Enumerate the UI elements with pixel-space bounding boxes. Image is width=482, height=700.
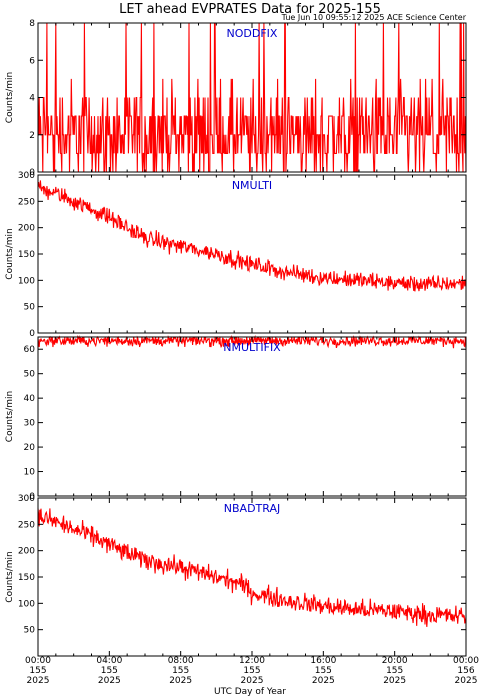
x-tick-label-year: 2025 [312, 676, 335, 686]
chart-title: LET ahead EVPRATES Data for 2025-155 [119, 2, 381, 17]
y-tick-label: 100 [18, 276, 35, 286]
x-tick-label-doy: 155 [101, 666, 118, 676]
x-tick-label-doy: 155 [172, 666, 189, 676]
panel-nmulti: 0 50 100 150 200 250 300 Counts/min NMULTI [5, 171, 467, 339]
y-tick-label: 50 [24, 303, 36, 313]
x-tick-label-year: 2025 [98, 676, 121, 686]
y-tick-label: 10 [24, 468, 36, 478]
series-line-nmulti [37, 180, 467, 292]
x-tick-label-year: 2025 [455, 676, 478, 686]
y-tick-label: 20 [24, 443, 36, 453]
chart-panels: 02468Counts/minNODDFIX050100150200250300… [5, 19, 467, 657]
panel-noddfix: 0 2 4 6 8 Counts/min NODDFIX [5, 19, 467, 178]
y-tick-label: 30 [24, 419, 36, 429]
y-tick-label: 60 [24, 345, 36, 355]
y-tick-label: 0 [29, 329, 35, 339]
panel-frame [37, 336, 467, 497]
panel-label: NMULTI [232, 179, 272, 192]
y-tick-label: 6 [29, 56, 35, 66]
panel-label: NMULTIFIX [223, 341, 281, 354]
panel-nmultifix: 0 10 20 30 40 50 60 Counts/min NMULTIFIX [5, 334, 467, 502]
y-tick-label: 200 [18, 224, 35, 234]
x-tick-label-time: 20:00 [382, 656, 408, 666]
x-tick-label-time: 08:00 [168, 656, 194, 666]
x-axis: 00:00155202504:00155202508:00155202512:0… [25, 656, 479, 686]
x-tick-label-time: 16:00 [310, 656, 336, 666]
y-axis-label: Counts/min [5, 551, 15, 602]
y-tick-label: 200 [18, 547, 35, 557]
y-tick-label: 50 [24, 370, 36, 380]
panel-frame [37, 497, 467, 657]
panel-label: NODDFIX [227, 27, 278, 40]
chart-timestamp: Tue Jun 10 09:55:12 2025 ACE Science Cen… [281, 13, 467, 22]
y-tick-label: 8 [29, 19, 35, 29]
y-tick-label: 150 [18, 250, 35, 260]
x-tick-label-time: 04:00 [96, 656, 122, 666]
y-tick-label: 0 [29, 168, 35, 178]
series-line-nbadtraj [37, 508, 467, 627]
x-tick-label-doy: 155 [29, 666, 46, 676]
x-tick-label-doy: 155 [386, 666, 403, 676]
x-tick-label-doy: 155 [315, 666, 332, 676]
y-tick-label: 2 [29, 131, 35, 141]
x-tick-label-year: 2025 [27, 676, 50, 686]
x-tick-label-time: 00:00 [453, 656, 479, 666]
x-tick-label-doy: 156 [457, 666, 474, 676]
y-tick-label: 250 [18, 520, 35, 530]
y-tick-label: 150 [18, 573, 35, 583]
y-tick-label: 250 [18, 197, 35, 207]
y-axis-label: Counts/min [5, 72, 15, 123]
y-tick-label: 300 [18, 494, 35, 504]
x-tick-label-time: 00:00 [25, 656, 51, 666]
panel-nbadtraj: 50 100 150 200 250 300 Counts/min NBADTRAJ [5, 494, 467, 657]
x-tick-label-time: 12:00 [239, 656, 265, 666]
series-line-noddfix [38, 22, 467, 173]
x-tick-label-year: 2025 [383, 676, 406, 686]
panel-label: NBADTRAJ [224, 502, 280, 515]
panel-frame [37, 174, 467, 334]
y-tick-label: 300 [18, 171, 35, 181]
x-tick-label-year: 2025 [241, 676, 264, 686]
y-tick-label: 50 [24, 626, 36, 636]
y-tick-label: 4 [29, 94, 35, 104]
y-axis-label: Counts/min [5, 391, 15, 442]
y-tick-label: 40 [24, 394, 36, 404]
x-axis-label: UTC Day of Year [214, 687, 286, 697]
x-tick-label-year: 2025 [169, 676, 192, 686]
y-axis-label: Counts/min [5, 228, 15, 279]
x-tick-label-doy: 155 [243, 666, 260, 676]
y-tick-label: 0 [29, 492, 35, 502]
y-tick-label: 100 [18, 599, 35, 609]
